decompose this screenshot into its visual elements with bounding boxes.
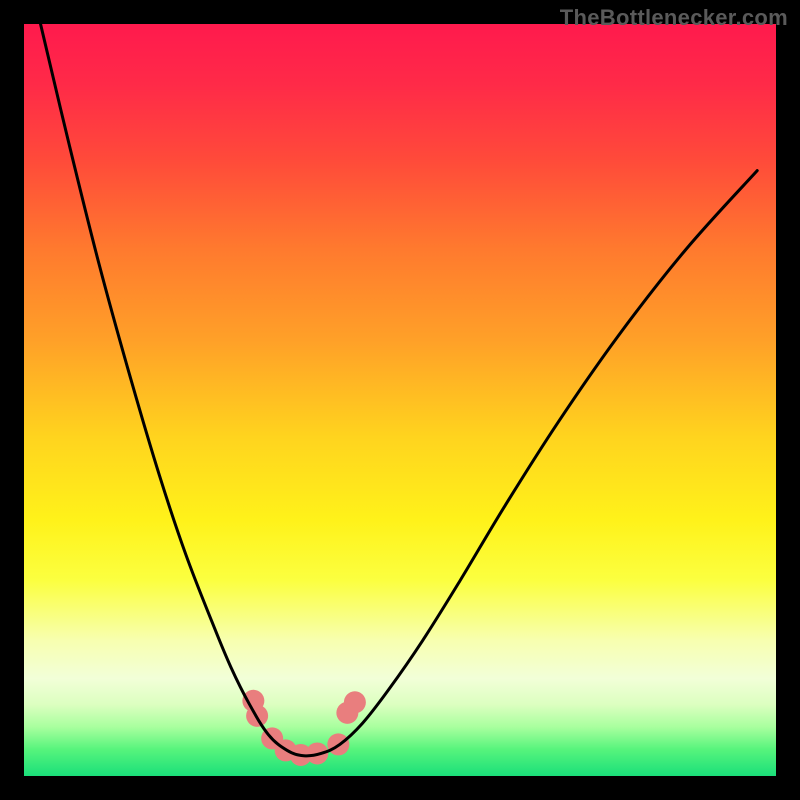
curve-marker bbox=[344, 691, 366, 713]
chart-frame: TheBottlenecker.com bbox=[0, 0, 800, 800]
watermark-text: TheBottlenecker.com bbox=[560, 5, 788, 31]
watermark-label: TheBottlenecker.com bbox=[560, 5, 788, 30]
bottleneck-chart bbox=[0, 0, 800, 800]
